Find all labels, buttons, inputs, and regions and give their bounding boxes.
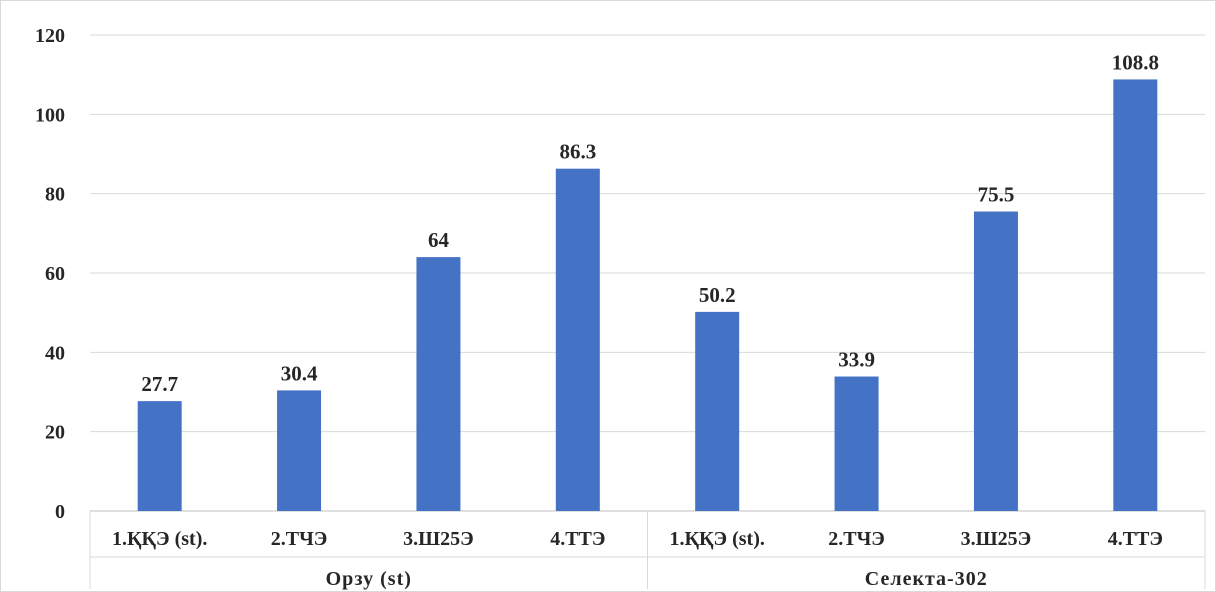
data-label: 75.5 xyxy=(978,183,1015,207)
y-tick-label: 100 xyxy=(35,104,65,126)
y-tick-label: 60 xyxy=(45,263,65,285)
data-label: 64 xyxy=(428,228,450,252)
bar xyxy=(555,168,600,511)
labels: 27.7 1.ҚҚЭ (st). 30.4 2.ТЧЭ 64 3.Ш25Э 86.3 4.ТТ… xyxy=(112,50,1163,590)
x-tick-label: 4.ТТЭ xyxy=(550,528,605,550)
gridlines xyxy=(90,34,1205,433)
x-tick-label: 2.ТЧЭ xyxy=(271,528,328,550)
data-label: 30.4 xyxy=(281,361,318,385)
data-label: 86.3 xyxy=(559,140,596,164)
y-tick-label: 20 xyxy=(45,422,65,444)
x-tick-label: 1.ҚҚЭ (st). xyxy=(670,528,765,550)
y-tick-label: 0 xyxy=(55,501,65,523)
bar xyxy=(695,311,740,511)
bar xyxy=(137,401,182,511)
x-tick-label: 3.Ш25Э xyxy=(403,528,474,550)
x-tick-label: 2.ТЧЭ xyxy=(828,528,885,550)
group-label: Орзу (st) xyxy=(326,568,412,590)
bar xyxy=(1113,79,1158,511)
axes: 0 20 40 60 80 100 120 xyxy=(35,25,1206,589)
bar xyxy=(416,257,461,511)
data-label: 27.7 xyxy=(141,372,178,396)
x-tick-label: 1.ҚҚЭ (st). xyxy=(112,528,207,550)
bar xyxy=(277,390,322,511)
x-tick-label: 4.ТТЭ xyxy=(1108,528,1163,550)
data-label: 108.8 xyxy=(1112,50,1159,74)
y-tick-label: 120 xyxy=(35,25,65,47)
x-tick-label: 3.Ш25Э xyxy=(961,528,1032,550)
y-tick-label: 40 xyxy=(45,342,65,364)
bar xyxy=(834,376,879,511)
y-tick-label: 80 xyxy=(45,184,65,206)
group-label: Селекта-302 xyxy=(865,568,988,590)
bars xyxy=(137,79,1158,511)
data-label: 33.9 xyxy=(838,348,875,372)
bar xyxy=(973,211,1018,511)
data-label: 50.2 xyxy=(699,283,736,307)
